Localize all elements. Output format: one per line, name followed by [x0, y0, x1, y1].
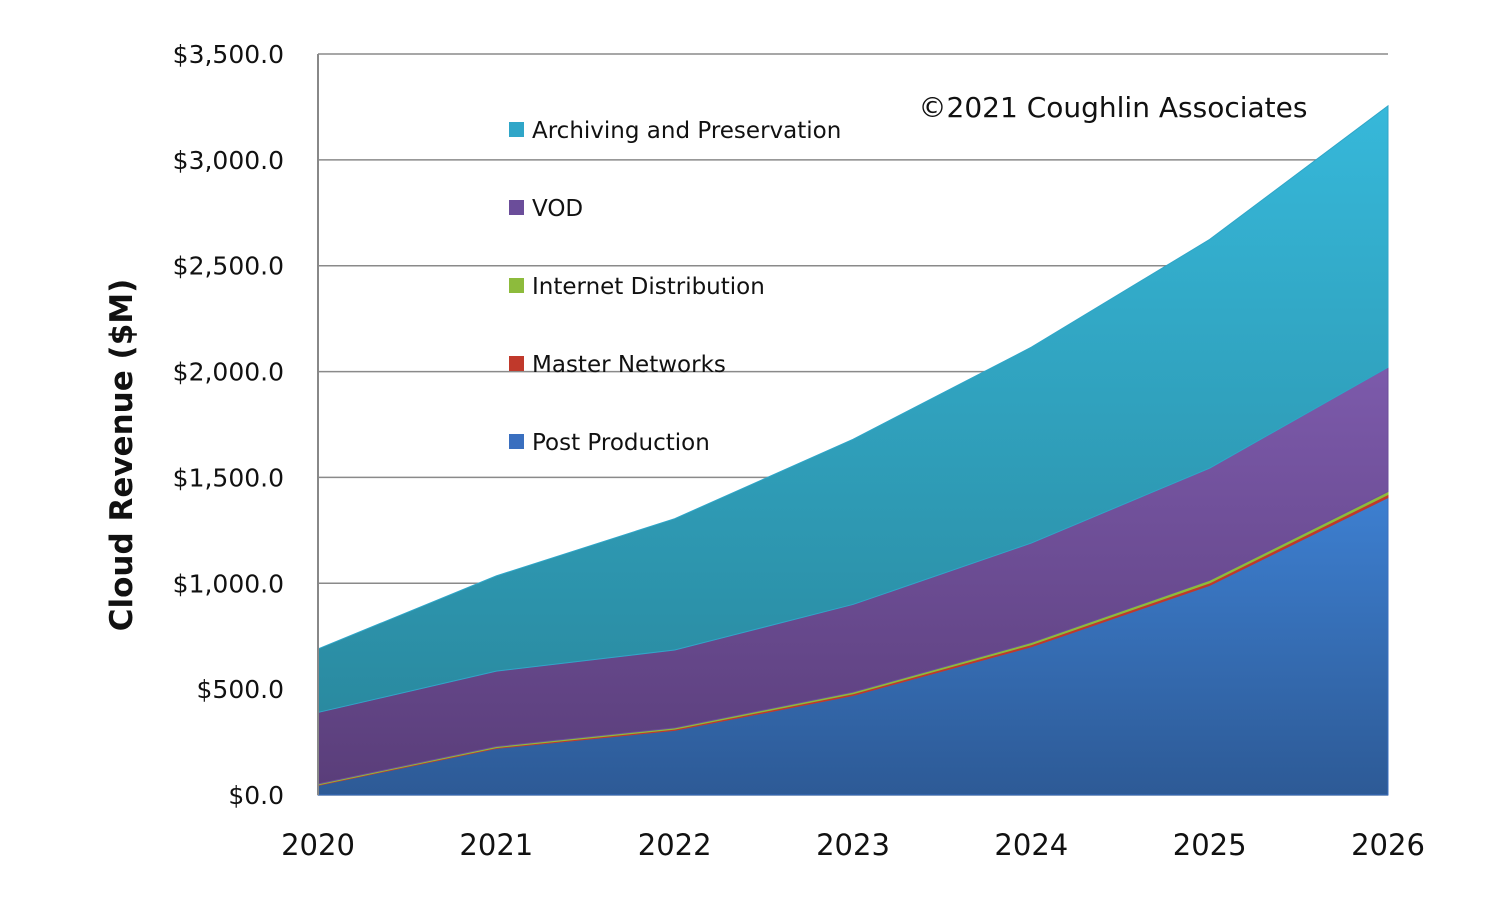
y-tick-label: $2,000.0: [173, 358, 284, 387]
x-axis-ticks: 2020 2021 2022 2023 2024 2025 2026: [281, 828, 1425, 862]
legend-swatch-post-production: [509, 434, 524, 449]
legend-label-vod: VOD: [532, 196, 583, 222]
legend-label-post-production: Post Production: [532, 430, 710, 456]
legend-label-archiving-and-preservation: Archiving and Preservation: [532, 118, 841, 144]
y-tick-label: $500.0: [197, 675, 284, 704]
legend-label-master-networks: Master Networks: [532, 352, 726, 378]
x-tick-label: 2022: [638, 828, 712, 862]
y-axis-ticks: $0.0 $500.0 $1,000.0 $1,500.0 $2,000.0 $2,500…: [173, 40, 284, 810]
legend-swatch-internet-distribution: [509, 278, 524, 293]
x-tick-label: 2021: [459, 828, 533, 862]
x-tick-label: 2026: [1351, 828, 1425, 862]
series-areas: [317, 104, 1389, 796]
y-tick-label: $0.0: [228, 781, 284, 810]
legend-swatch-archiving-and-preservation: [509, 122, 524, 137]
x-tick-label: 2023: [816, 828, 890, 862]
y-tick-label: $3,000.0: [173, 146, 284, 175]
x-tick-label: 2025: [1173, 828, 1247, 862]
legend-swatch-vod: [509, 200, 524, 215]
y-tick-label: $1,000.0: [173, 569, 284, 598]
y-tick-label: $3,500.0: [173, 40, 284, 69]
legend-swatch-master-networks: [509, 356, 524, 371]
x-tick-label: 2020: [281, 828, 355, 862]
y-tick-label: $1,500.0: [173, 463, 284, 492]
area-archiving-and-preservation: [317, 104, 1389, 714]
x-tick-label: 2024: [994, 828, 1068, 862]
legend-label-internet-distribution: Internet Distribution: [532, 274, 765, 300]
copyright-annotation: ©2021 Coughlin Associates: [919, 91, 1308, 124]
legend: Archiving and Preservation VOD Internet Di…: [509, 118, 841, 456]
y-tick-label: $2,500.0: [173, 252, 284, 281]
y-axis-label: Cloud Revenue ($M): [104, 279, 140, 632]
